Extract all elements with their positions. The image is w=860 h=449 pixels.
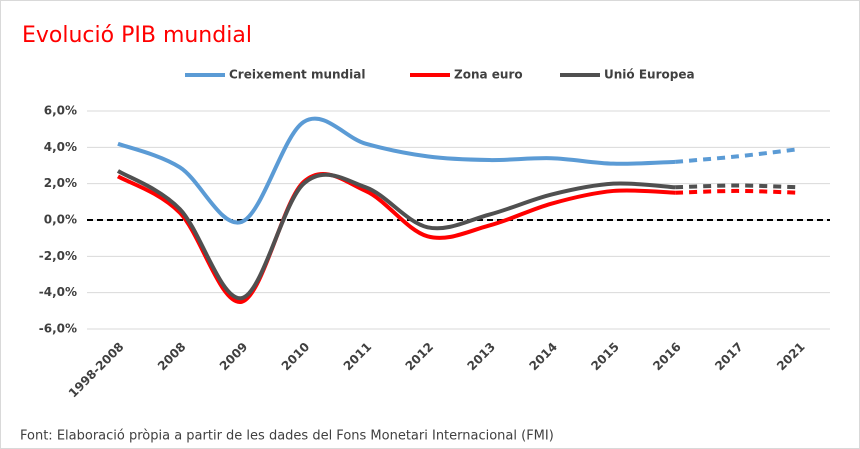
- series-line: [675, 147, 800, 164]
- y-tick-label: -6,0%: [39, 322, 77, 336]
- y-tick-label: 4,0%: [44, 140, 77, 154]
- source-note: Font: Elaboració pròpia a partir de les …: [20, 429, 554, 444]
- legend-label: Creixement mundial: [229, 68, 365, 82]
- legend-label: Unió Europea: [604, 68, 695, 82]
- y-tick-label: -4,0%: [39, 285, 77, 299]
- series-line: [675, 183, 800, 190]
- series-line: [116, 169, 676, 301]
- y-tick-label: -2,0%: [39, 249, 77, 263]
- series-line: [117, 116, 676, 225]
- y-tick-label: 0,0%: [44, 213, 77, 227]
- series-line: [675, 188, 800, 195]
- y-tick-label: 2,0%: [44, 176, 77, 190]
- y-tick-label: 6,0%: [44, 104, 77, 118]
- legend-label: Zona euro: [454, 68, 523, 82]
- chart-title: Evolució PIB mundial: [22, 23, 252, 48]
